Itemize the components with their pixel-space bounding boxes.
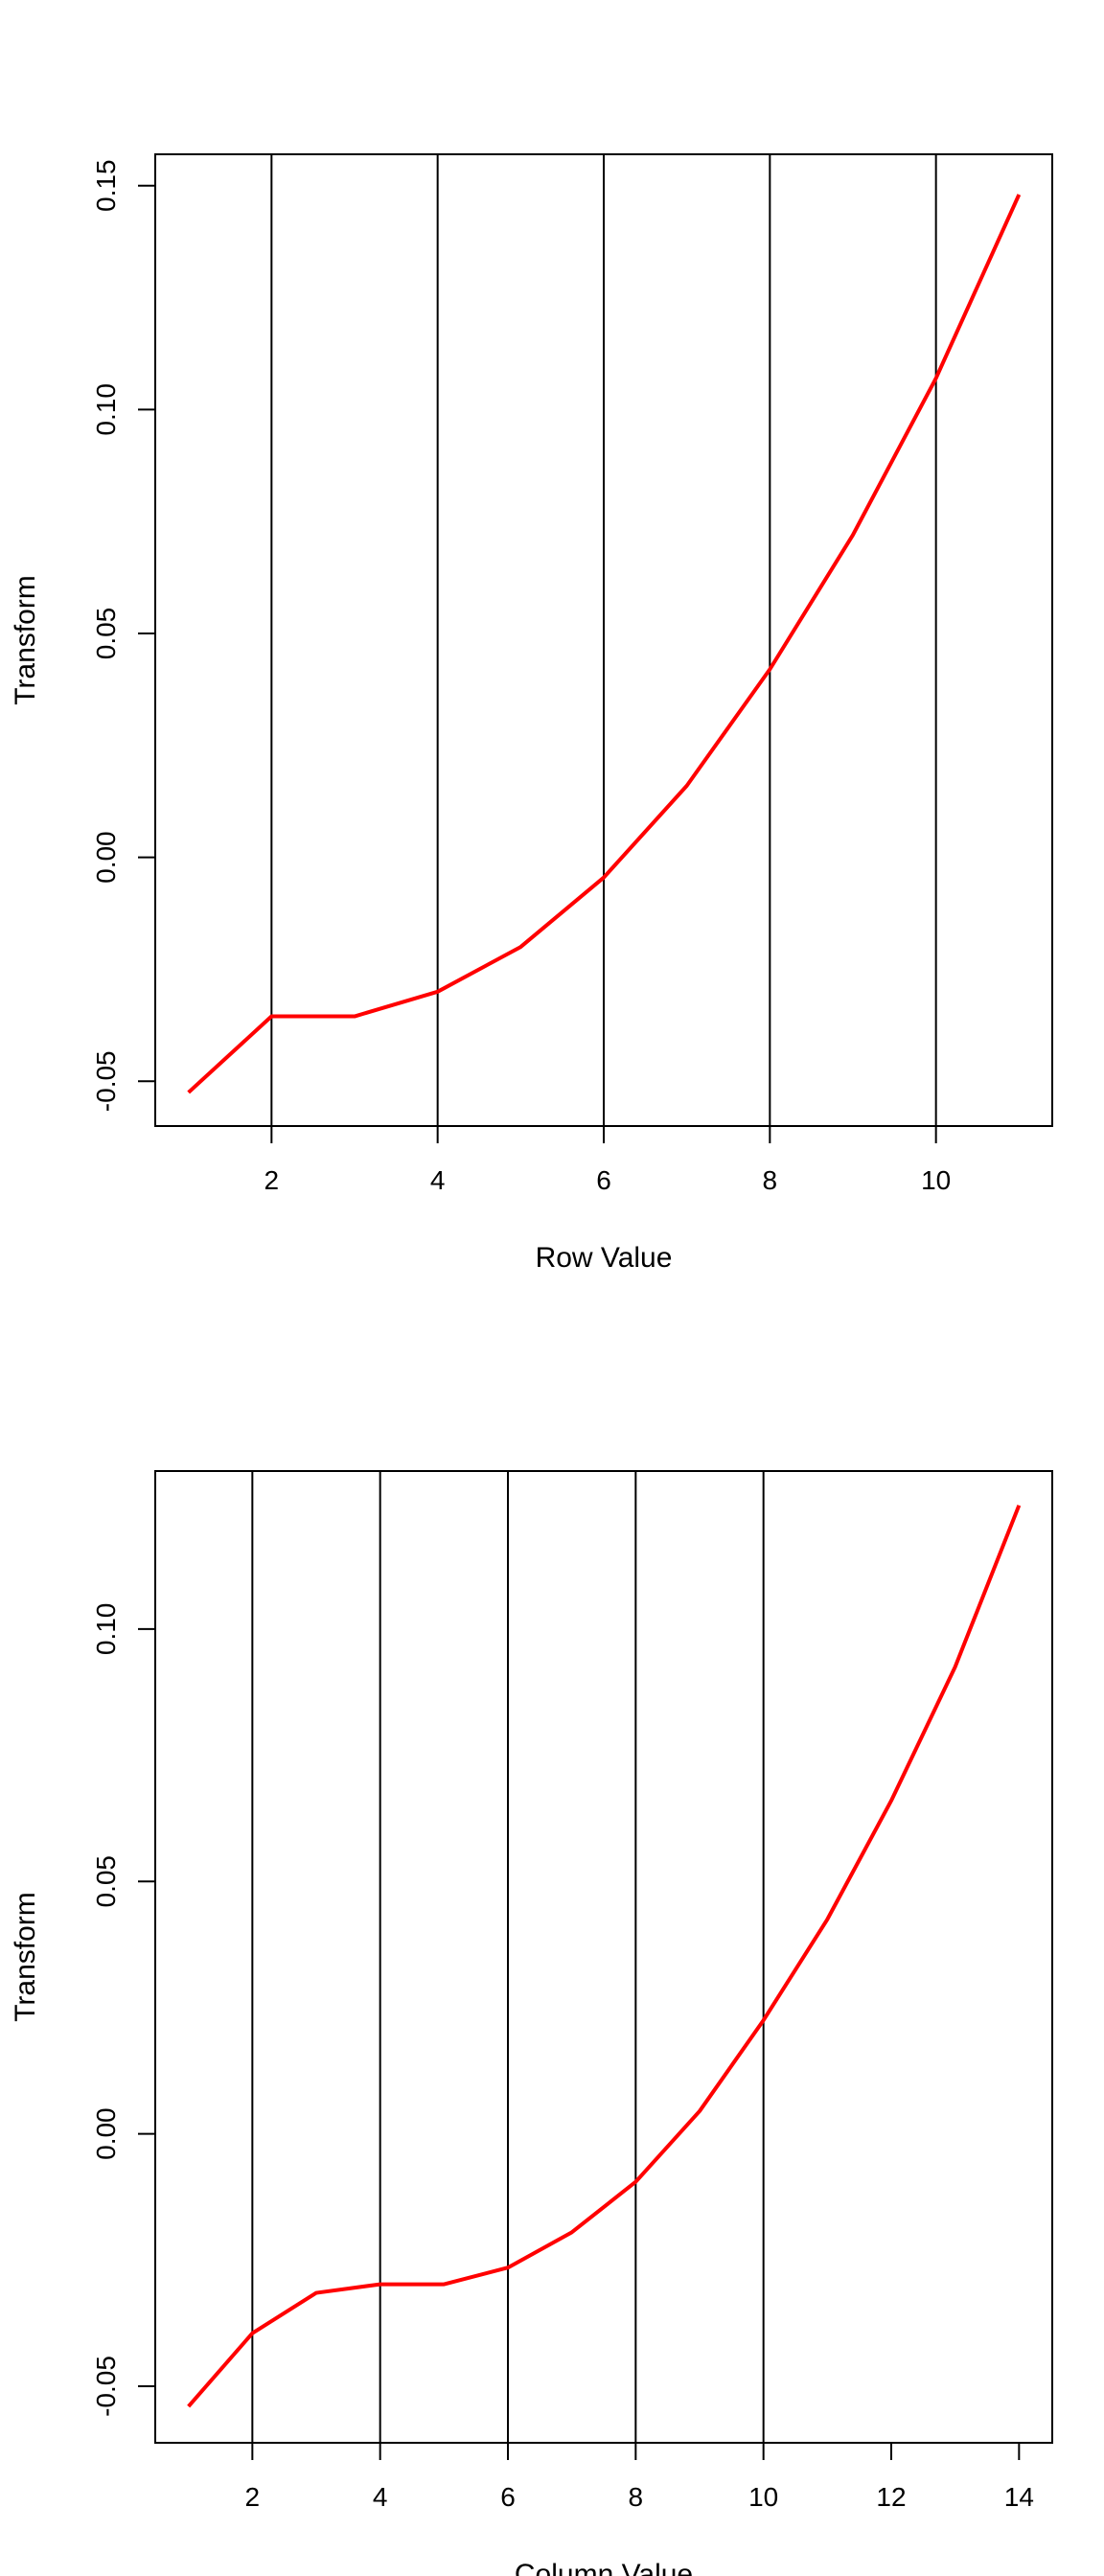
y-axis-label: Transform [10, 1892, 41, 2022]
y-tick-label: -0.05 [91, 1050, 121, 1112]
data-series-line [187, 194, 1022, 1094]
x-tick-label: 6 [596, 1165, 611, 1195]
x-tick-label: 4 [373, 2482, 388, 2512]
x-axis-label: Row Value [536, 1242, 673, 1274]
y-tick-label: 0.05 [91, 1855, 121, 1908]
plot-frame [154, 1470, 1053, 2444]
y-tick-label: -0.05 [91, 2356, 121, 2417]
y-tick-label: 0.00 [91, 2107, 121, 2160]
data-series-line [187, 1505, 1022, 2408]
x-tick-label: 10 [748, 2482, 778, 2512]
y-tick-label: 0.10 [91, 383, 121, 436]
x-tick-label: 2 [245, 2482, 261, 2512]
y-tick-label: 0.00 [91, 831, 121, 884]
x-tick-label: 8 [629, 2482, 644, 2512]
x-tick-label: 12 [876, 2482, 906, 2512]
row-value-panel: 2 4 6 8 10 -0.05 0.00 0.05 0.10 0.15 Row Value Tran… [10, 153, 1053, 1274]
x-axis-label: Column Value [515, 2559, 693, 2576]
x-tick-label: 2 [264, 1165, 280, 1195]
y-tick-label: 0.10 [91, 1603, 121, 1656]
y-tick-label: 0.05 [91, 608, 121, 660]
column-value-panel: 2 4 6 8 10 12 14 -0.05 0.00 0.05 0.10 Column Value T… [10, 1470, 1053, 2576]
x-tick-label: 14 [1004, 2482, 1034, 2512]
x-tick-label: 10 [921, 1165, 951, 1195]
y-axis-label: Transform [10, 575, 41, 705]
x-tick-label: 6 [500, 2482, 516, 2512]
x-tick-label: 8 [763, 1165, 778, 1195]
y-tick-label: 0.15 [91, 159, 121, 212]
x-tick-label: 4 [430, 1165, 446, 1195]
